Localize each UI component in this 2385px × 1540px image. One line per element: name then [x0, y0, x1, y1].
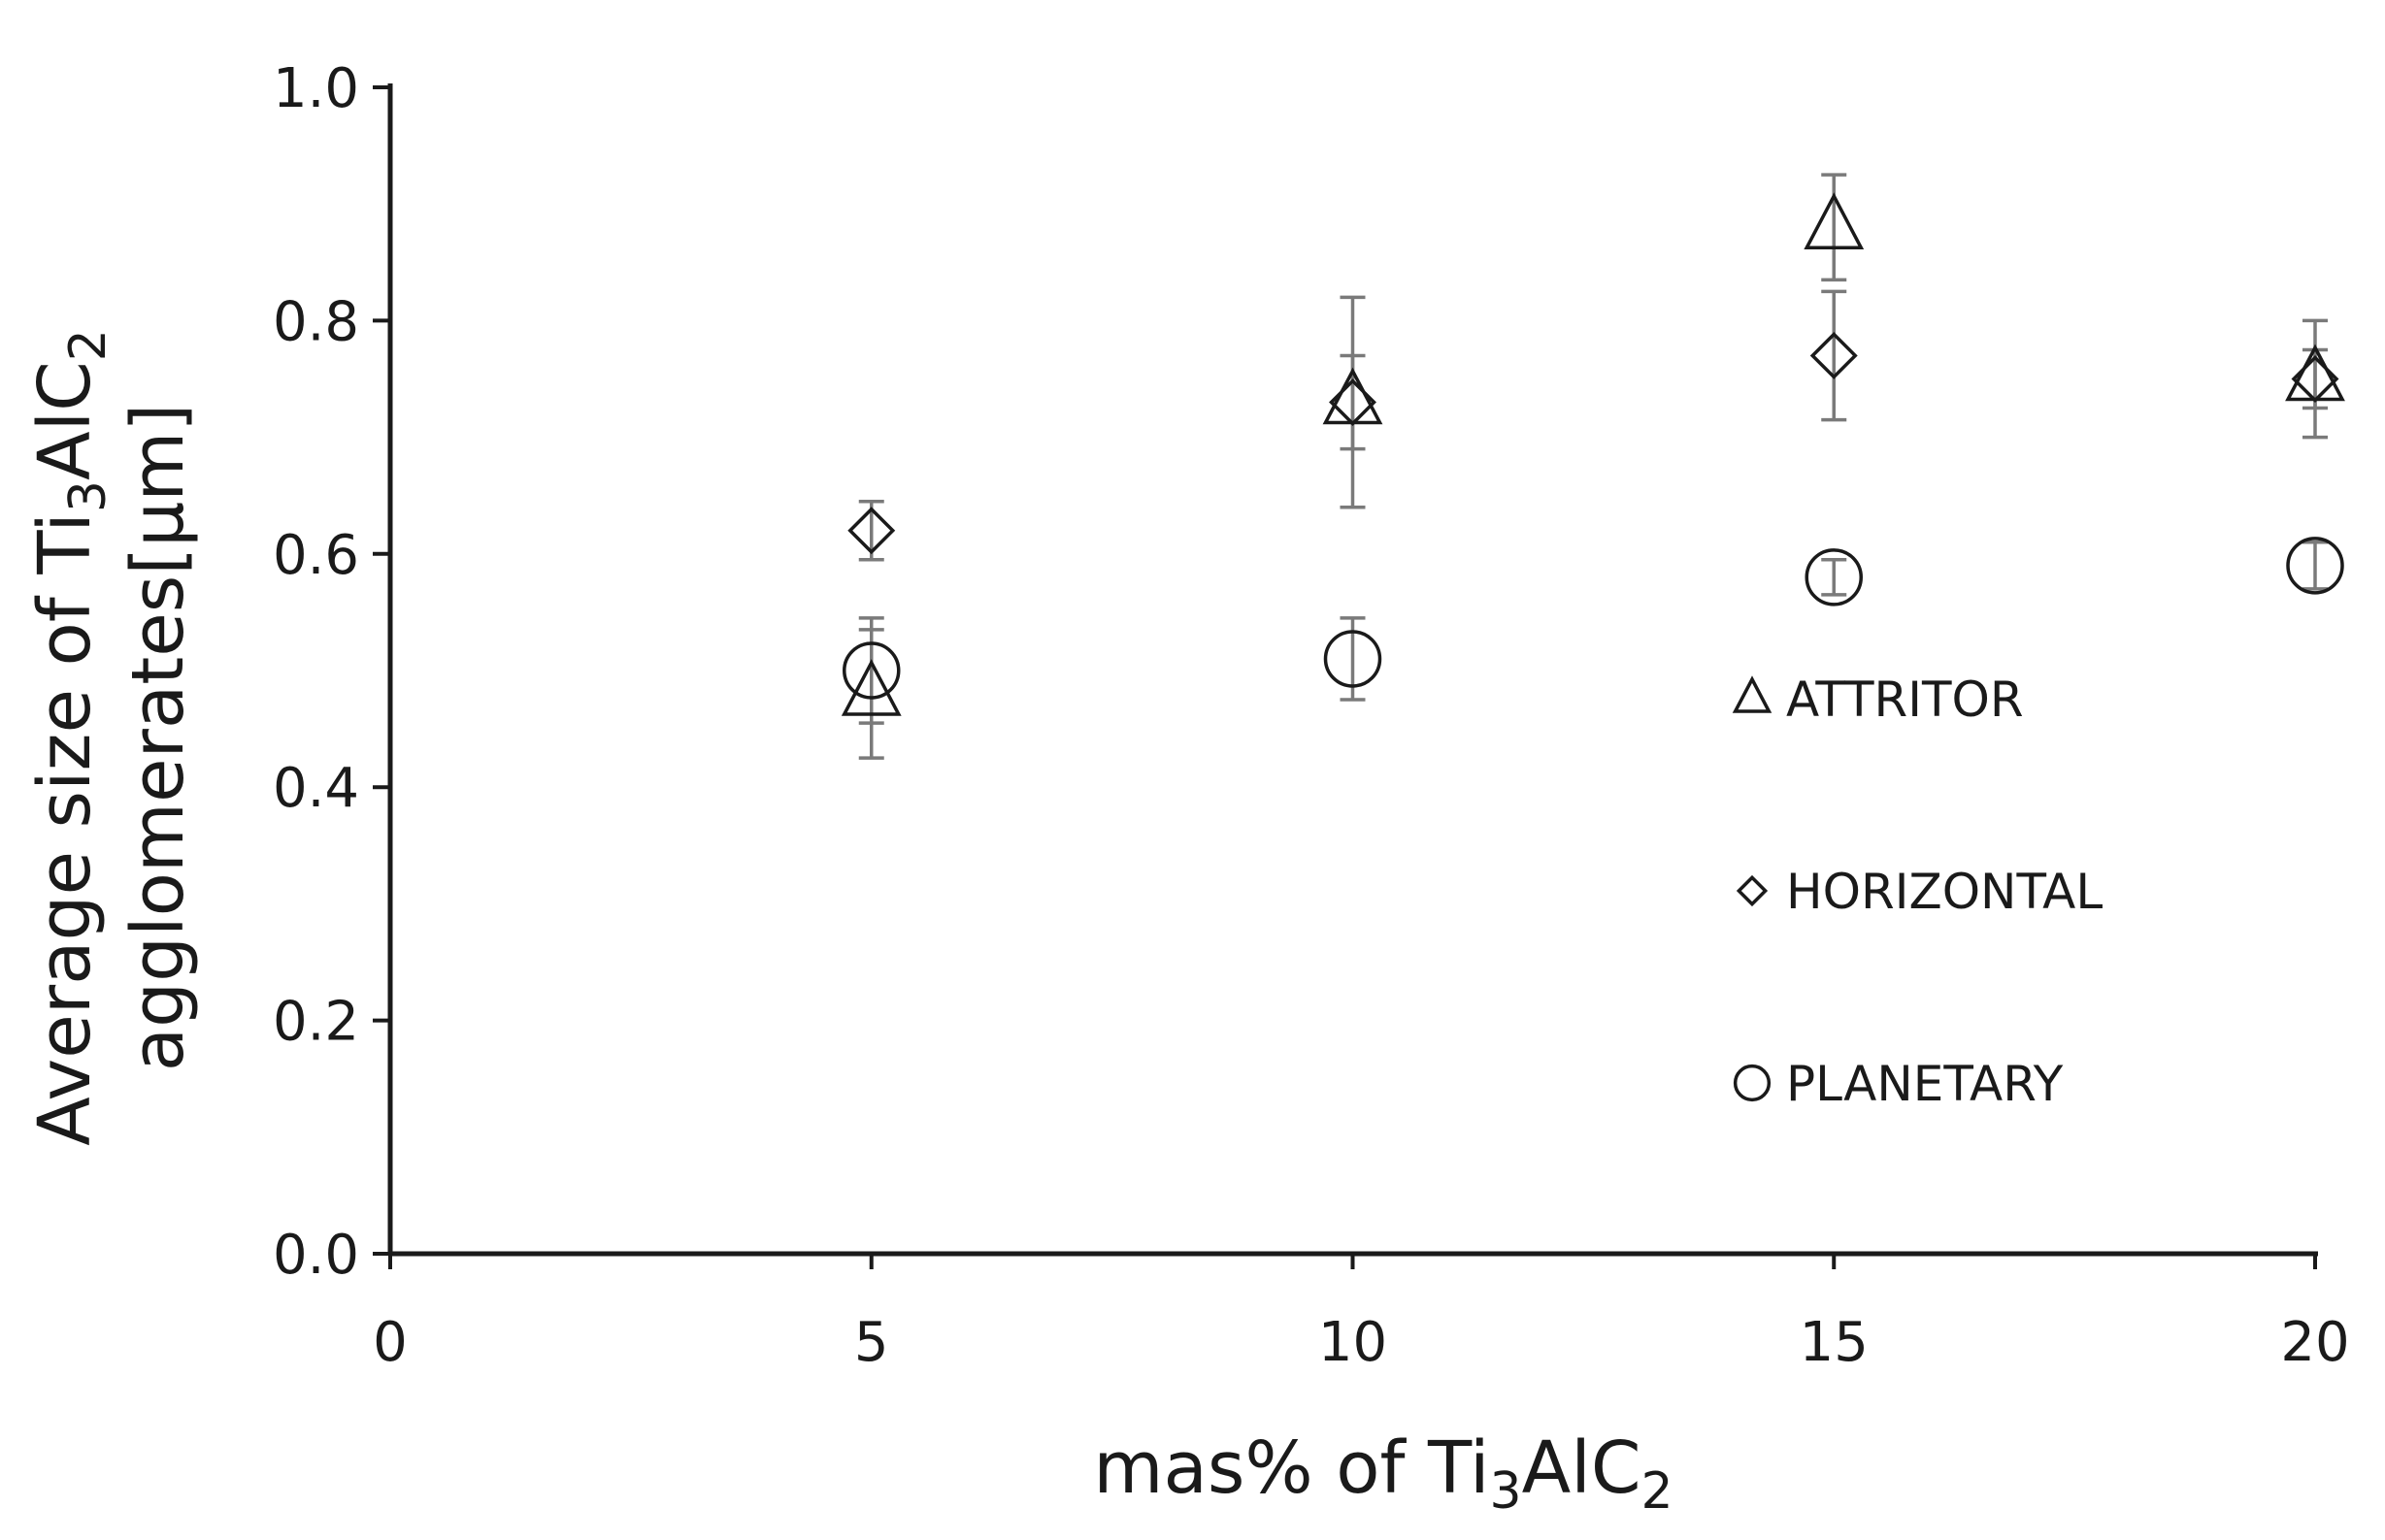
y-axis-title-line2: agglomerates[μm]: [116, 404, 200, 1072]
x-tick-label: 15: [1800, 1311, 1869, 1374]
legend-label: HORIZONTAL: [1786, 864, 2103, 920]
data-point-circle: [843, 641, 901, 700]
axes: [373, 83, 2318, 1269]
y-tick-label: 0.8: [273, 290, 359, 353]
y-axis-title: Average size of Ti3AlC2 agglomerates[μm]: [23, 329, 200, 1146]
legend: ATTRITOR HORIZONTAL PLANETARY: [1732, 672, 2103, 1112]
legend-item: HORIZONTAL: [1736, 864, 2103, 920]
error-bars: [858, 173, 2328, 760]
x-tick-label: 0: [373, 1311, 408, 1374]
y-tick-label: 1.0: [273, 57, 359, 120]
error-bar: [1821, 558, 1847, 597]
data-point-circle: [1323, 630, 1382, 688]
data-point-triangle: [841, 659, 902, 716]
y-tick-label: 0.6: [273, 524, 359, 587]
x-tick-labels: 0 5 10 15 20: [373, 1311, 2349, 1374]
x-tick-label: 5: [854, 1311, 889, 1374]
legend-marker-diamond: [1736, 874, 1769, 907]
legend-label: ATTRITOR: [1786, 672, 2024, 728]
y-tick-label: 0.0: [273, 1224, 359, 1287]
error-bar: [858, 616, 884, 725]
legend-label: PLANETARY: [1786, 1056, 2064, 1112]
x-axis-title: mas% of Ti3AlC2: [1093, 1426, 1673, 1521]
data-point-diamond: [2291, 355, 2339, 403]
data-point-triangle: [1804, 192, 1865, 249]
legend-item: ATTRITOR: [1732, 672, 2024, 728]
y-tick-label: 0.2: [273, 991, 359, 1054]
data-point-diamond: [847, 507, 896, 555]
x-tick-label: 20: [2280, 1311, 2349, 1374]
data-point-diamond: [1809, 331, 1858, 379]
error-bar: [2302, 541, 2328, 591]
legend-item: PLANETARY: [1733, 1056, 2064, 1112]
y-axis-title-line1: Average size of Ti3AlC2: [23, 329, 117, 1146]
data-markers: [841, 192, 2345, 716]
data-point-circle: [1805, 548, 1863, 606]
legend-marker-triangle: [1732, 675, 1772, 713]
error-bar: [1821, 173, 1847, 282]
y-tick-label: 0.4: [273, 757, 359, 820]
x-tick-label: 10: [1318, 1311, 1387, 1374]
legend-marker-circle: [1733, 1064, 1772, 1102]
data-point-circle: [2286, 537, 2344, 595]
error-bar: [1821, 289, 1847, 422]
y-tick-labels: 0.0 0.2 0.4 0.6 0.8 1.0: [273, 57, 359, 1287]
data-point-diamond: [1329, 378, 1376, 427]
